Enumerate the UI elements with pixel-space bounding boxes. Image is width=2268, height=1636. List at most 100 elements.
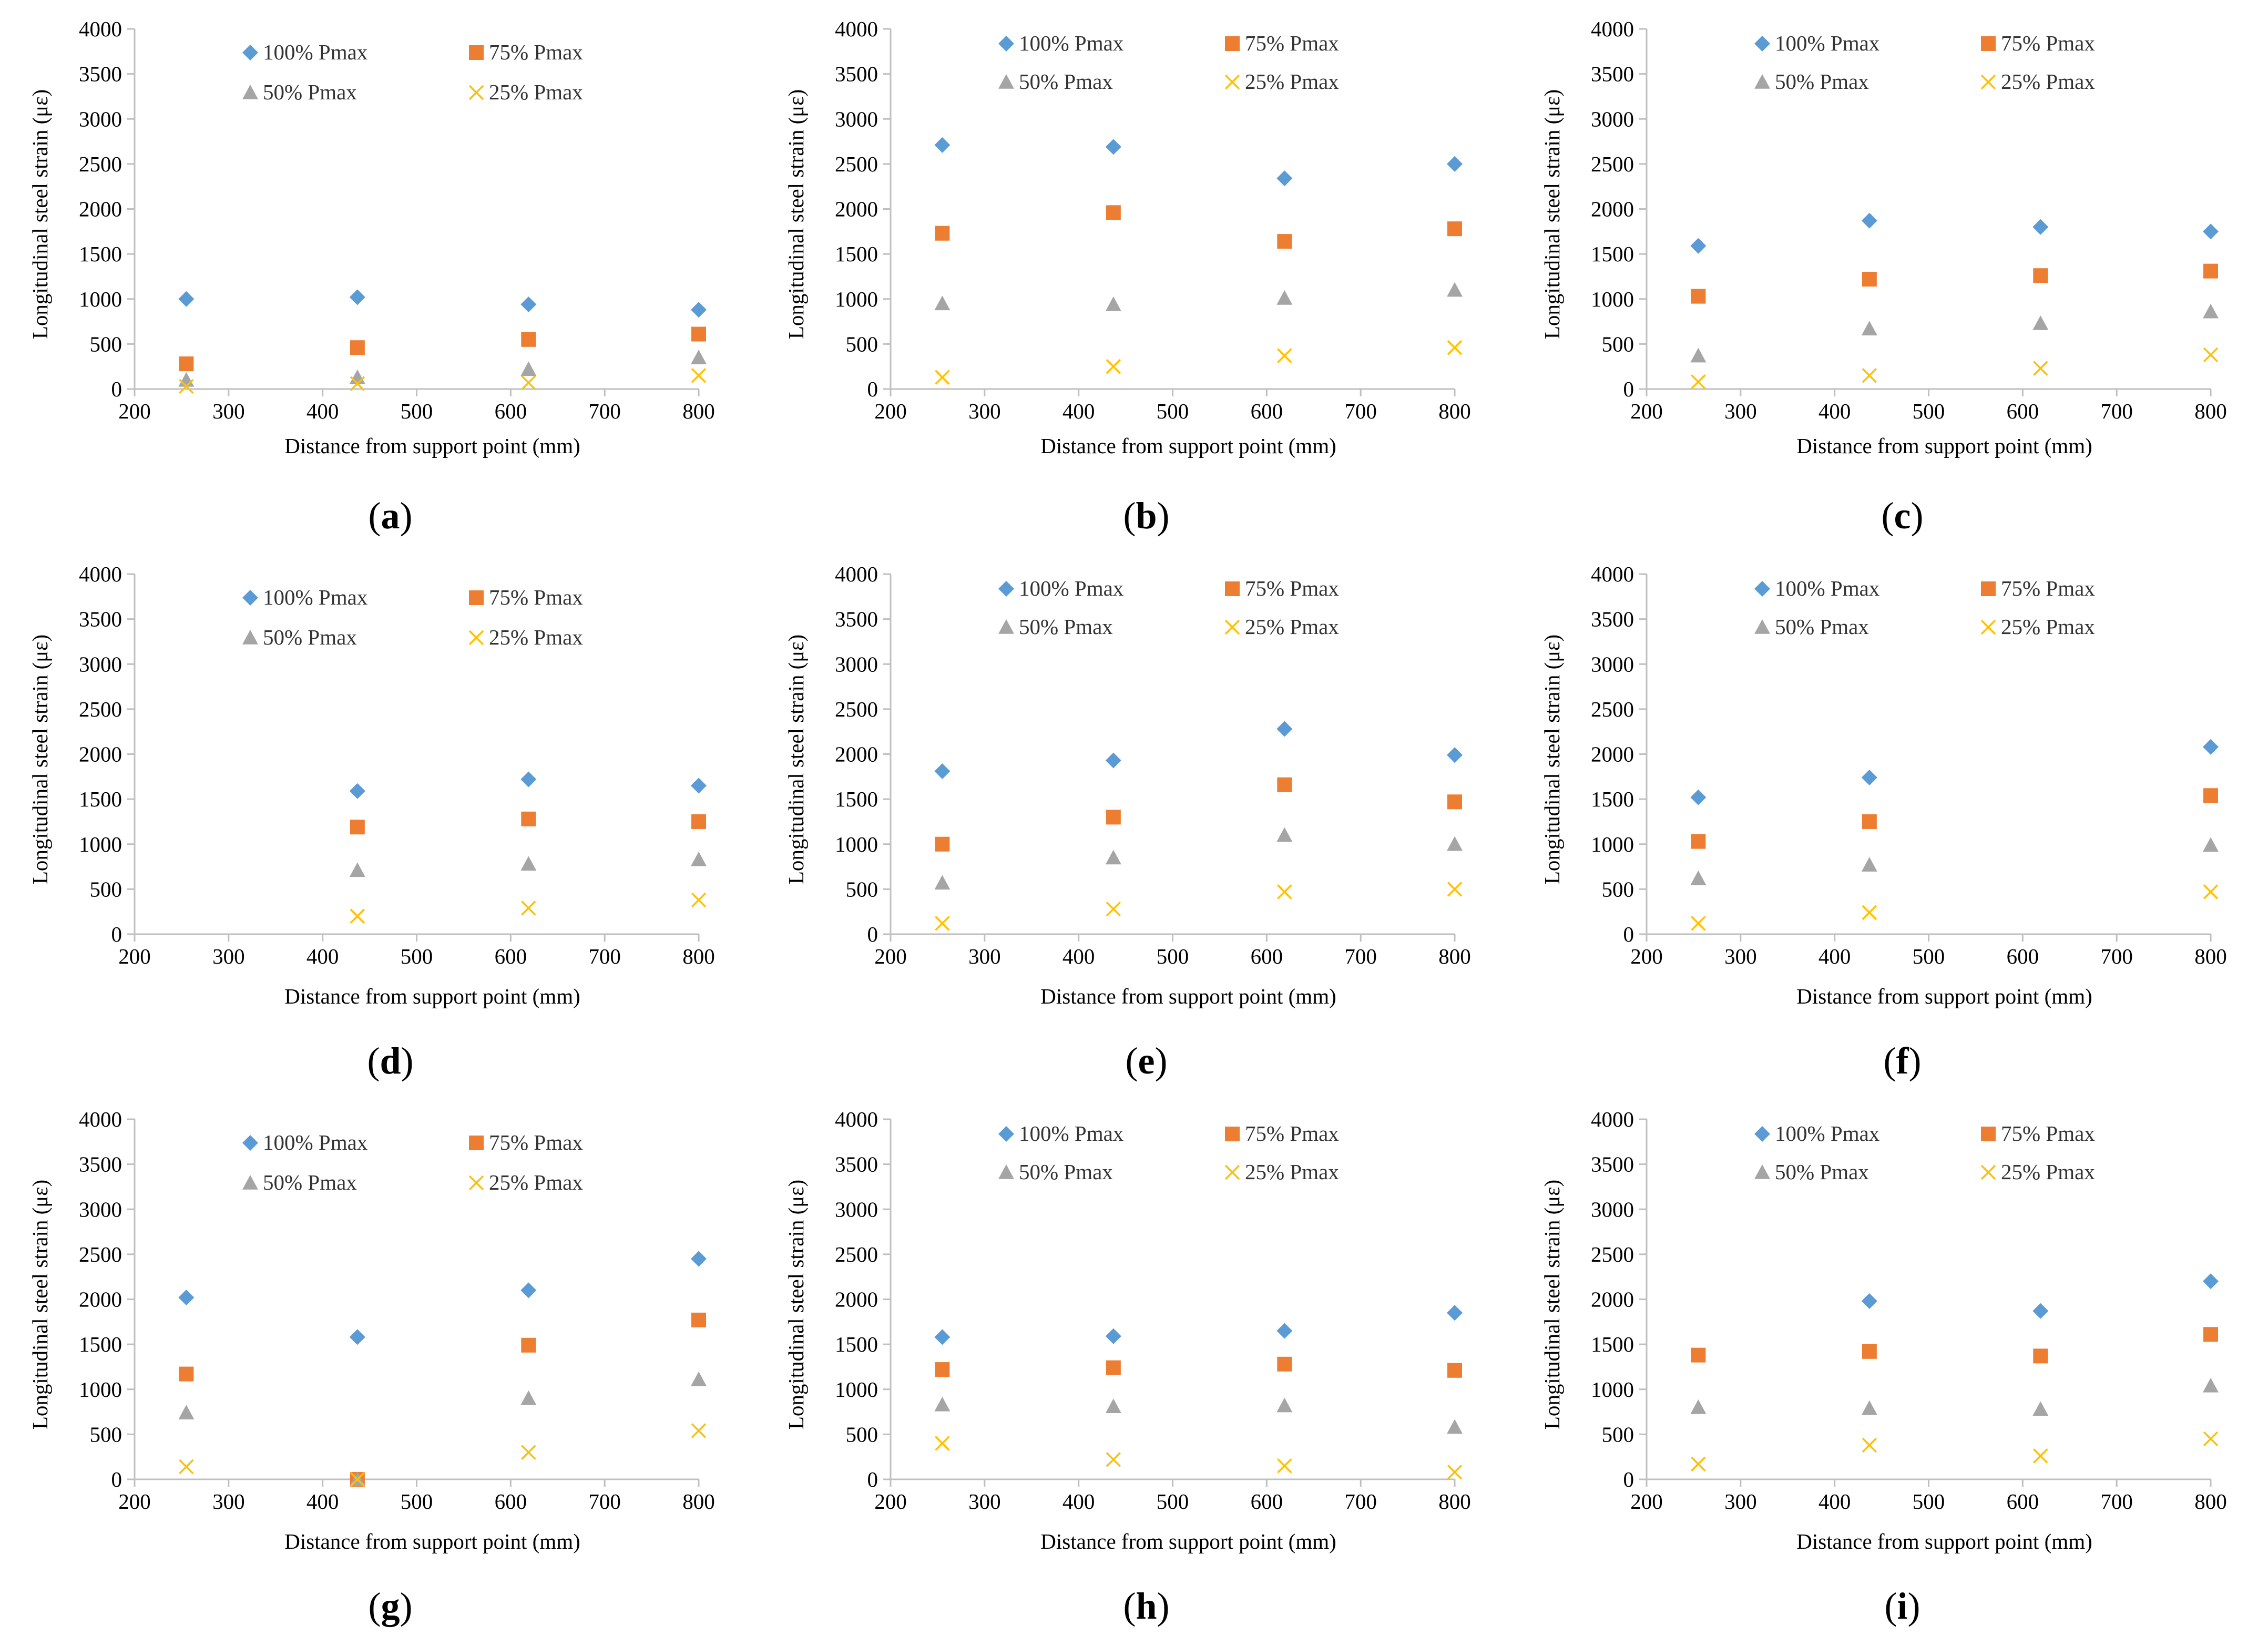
data-point [1106,205,1121,220]
x-tick-label: 300 [968,944,1001,968]
series-3 [934,282,1463,311]
axes: 0 500 1000 1500 2000 2500 3000 3500 4000 200 300 40… [79,17,715,423]
x-tick-label: 800 [2194,944,2227,968]
legend-marker-diamond [998,581,1014,597]
x-tick-label: 700 [1344,1489,1377,1514]
x-tick-label: 200 [874,1489,907,1514]
legend-label: 75% Pmax [2001,576,2095,600]
y-tick-label: 2000 [79,197,122,221]
legend-marker-diamond [242,590,258,606]
data-point [1106,810,1121,825]
data-point [1106,1360,1121,1375]
chart-panel-g: 0 500 1000 1500 2000 2500 3000 3500 4000 200 300 40… [0,1090,756,1635]
caption-letter: a [381,495,400,537]
panel-caption: (i) [1885,1585,1920,1627]
legend-label: 25% Pmax [1245,1160,1339,1184]
y-tick-label: 4000 [1591,1107,1634,1131]
legend-marker-triangle [242,630,258,645]
x-tick-label: 200 [118,1489,151,1514]
data-point [935,1436,950,1451]
axes: 0 500 1000 1500 2000 2500 3000 3500 4000 200 300 40… [835,1107,1471,1514]
legend-marker-cross [468,85,484,100]
series-1 [178,289,707,318]
data-point [350,340,365,355]
x-tick-label: 400 [1819,1489,1851,1514]
y-tick-label: 500 [1602,332,1634,356]
data-point [1862,1437,1877,1453]
caption-letter: b [1136,495,1157,537]
legend: 100% Pmax 75% Pmax 50% Pmax 25% Pmax [1754,31,2095,94]
legend-label: 25% Pmax [489,1170,583,1194]
data-point [2203,1273,2219,1290]
data-point [1447,340,1463,355]
legend-marker-cross [1980,1164,1996,1180]
y-tick-label: 1000 [1591,1377,1634,1402]
data-point [1447,1305,1463,1321]
data-point [2203,303,2219,319]
legend-marker-diamond [1754,36,1770,52]
caption-open: ( [1123,495,1136,537]
data-point [1691,834,1706,849]
data-point [521,375,536,391]
y-tick-label: 2000 [79,742,122,766]
data-point [1105,850,1121,865]
y-tick-label: 4000 [79,17,122,41]
data-point [1691,374,1706,390]
series-3 [1690,1377,2219,1416]
data-point [1105,296,1121,311]
y-tick-label: 0 [1623,1467,1634,1491]
data-point [350,1471,365,1487]
x-tick-label: 300 [212,1489,245,1514]
caption-open: ( [367,1040,380,1082]
data-point [1690,789,1707,805]
legend-label: 100% Pmax [1775,1121,1879,1146]
x-tick-label: 500 [1913,1489,1945,1514]
data-point [1276,170,1293,187]
data-point [350,376,365,391]
y-tick-label: 3000 [835,1197,878,1221]
data-point [1447,794,1462,810]
legend-marker-square [469,590,484,605]
legend-marker-cross [1224,1164,1240,1180]
x-tick-label: 600 [1251,399,1283,423]
data-point [178,1405,195,1420]
data-point [1862,905,1877,921]
data-point [2032,315,2049,330]
x-tick-label: 200 [874,399,907,423]
legend-marker-diamond [1754,581,1770,597]
data-point [2032,1401,2049,1416]
legend-label: 25% Pmax [489,80,583,104]
legend-label: 50% Pmax [1775,1160,1869,1184]
x-tick-label: 600 [2007,1489,2039,1514]
series-2 [1691,788,2218,849]
x-axis-title: Distance from support point (mm) [1040,984,1336,1008]
x-tick-label: 400 [307,1489,339,1514]
legend-label: 75% Pmax [1245,1121,1339,1146]
data-point [1447,1363,1462,1378]
y-tick-label: 2500 [1591,152,1634,176]
y-tick-label: 1500 [1591,787,1634,811]
x-tick-label: 700 [588,944,621,968]
legend-marker-square [469,1136,484,1150]
data-point [1277,884,1292,899]
y-tick-label: 500 [846,877,878,901]
data-point [521,1337,536,1353]
data-point [2203,223,2219,240]
legend-label: 100% Pmax [1019,31,1123,55]
series-1 [178,1251,707,1345]
legend-label: 25% Pmax [489,625,583,649]
data-point [935,1362,950,1377]
data-point [350,820,365,835]
data-point [1105,139,1121,155]
data-point [1277,777,1292,792]
x-tick-label: 300 [968,399,1001,423]
legend-marker-triangle [998,74,1014,89]
y-tick-label: 2500 [1591,697,1634,721]
chart-panel-h: 0 500 1000 1500 2000 2500 3000 3500 4000 200 300 40… [756,1090,1512,1635]
data-point [1447,747,1463,763]
y-tick-label: 2000 [1591,742,1634,766]
caption-close: ) [1157,1585,1170,1627]
data-point [1690,870,1707,885]
data-point [1447,836,1463,851]
x-tick-label: 600 [2007,399,2039,423]
